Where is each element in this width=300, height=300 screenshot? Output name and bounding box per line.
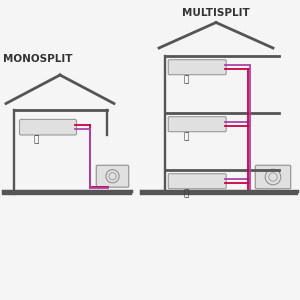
FancyBboxPatch shape — [20, 119, 76, 135]
Text: Ⓒ: Ⓒ — [183, 190, 189, 199]
FancyBboxPatch shape — [255, 165, 291, 189]
Text: MONOSPLIT: MONOSPLIT — [3, 55, 73, 64]
Text: Ⓐ: Ⓐ — [33, 135, 39, 144]
FancyBboxPatch shape — [96, 165, 129, 187]
FancyBboxPatch shape — [168, 117, 226, 132]
Text: Ⓐ: Ⓐ — [183, 76, 189, 85]
Text: MULTISPLIT: MULTISPLIT — [182, 8, 250, 17]
FancyBboxPatch shape — [168, 60, 226, 75]
Text: Ⓑ: Ⓑ — [183, 133, 189, 142]
FancyBboxPatch shape — [168, 174, 226, 189]
